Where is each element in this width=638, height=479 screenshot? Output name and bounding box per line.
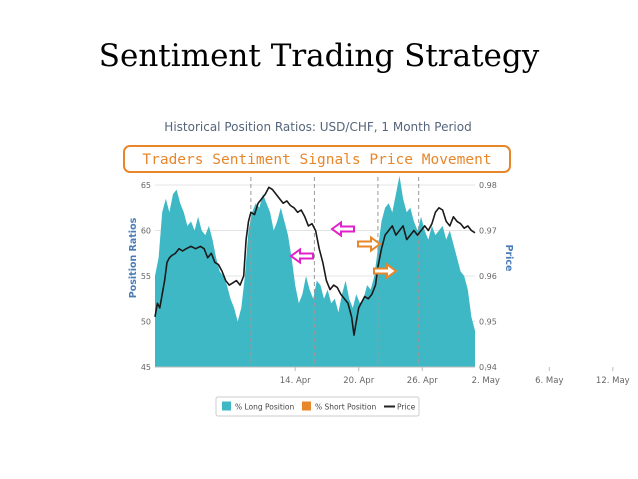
chart-title: Historical Position Ratios: USD/CHF, 1 M… [164, 120, 471, 134]
y2-tick-label: 0.97 [479, 227, 497, 236]
banner-text: Traders Sentiment Signals Price Movement [142, 152, 491, 168]
y-tick-label: 45 [141, 363, 151, 372]
x-tick-label: 20. Apr [343, 376, 374, 386]
x-tick-label: 2. May [472, 376, 500, 386]
y2-tick-label: 0.94 [479, 363, 497, 372]
y-tick-label: 65 [141, 181, 151, 190]
banner-box [123, 145, 511, 173]
slide-title: Sentiment Trading Strategy [98, 38, 540, 74]
legend-label: % Short Position [315, 403, 376, 412]
x-tick-label: 6. May [535, 376, 563, 386]
y2-tick-label: 0.98 [479, 181, 497, 190]
pink-arrow [330, 220, 355, 238]
legend-label: Price [397, 403, 416, 412]
y-tick-label: 60 [141, 227, 151, 236]
x-tick-label: 12. May [596, 376, 630, 386]
y-tick-label: 55 [141, 272, 151, 281]
orange-arrow [357, 235, 382, 253]
y2-tick-label: 0.95 [479, 318, 497, 327]
price-line [154, 186, 476, 336]
legend-box [215, 396, 420, 417]
y-tick-label: 50 [141, 318, 151, 327]
y2-axis-label: Price [503, 245, 514, 272]
legend-label: % Long Position [235, 403, 294, 412]
x-tick-label: 26. Apr [407, 376, 438, 386]
y-axis-label: Position Ratios [128, 217, 139, 298]
orange-arrow [373, 262, 398, 280]
y2-tick-label: 0.96 [479, 272, 497, 281]
legend-swatch [302, 401, 311, 411]
long-position-area [155, 175, 475, 367]
x-tick-label: 14. Apr [280, 376, 311, 386]
pink-arrow [289, 247, 314, 265]
legend-swatch [222, 401, 231, 411]
